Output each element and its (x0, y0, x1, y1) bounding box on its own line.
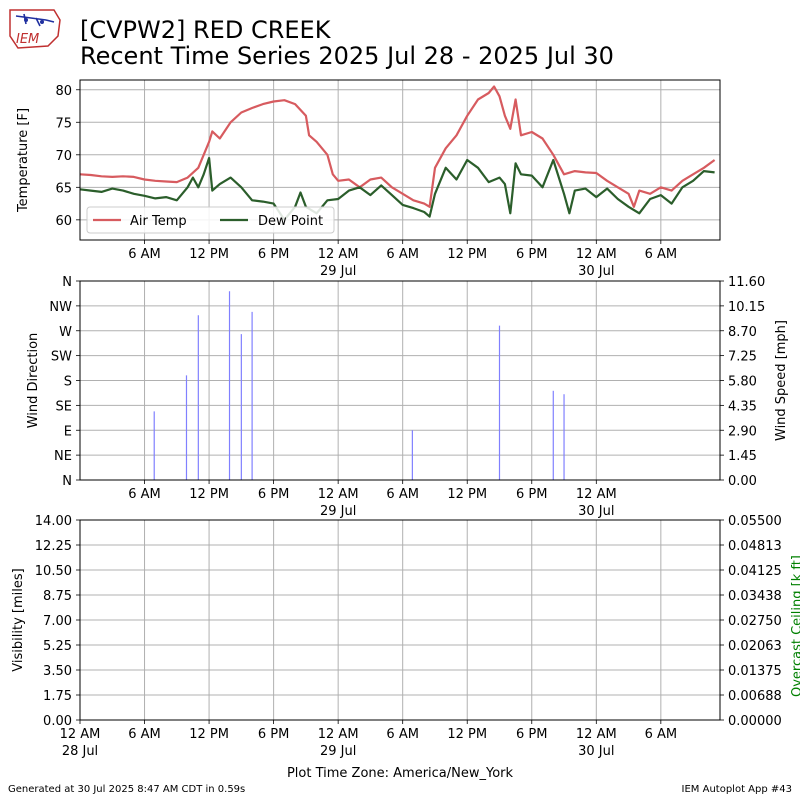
y-axis-label: Wind Direction (26, 333, 41, 429)
x-tick-label: 6 AM (128, 487, 161, 502)
x-tick-sublabel: 30 Jul (578, 264, 614, 279)
plot-frame (79, 79, 721, 241)
y-tick-label: N (62, 474, 72, 489)
y-tick-label: 14.00 (35, 514, 72, 529)
x-tick-label: 6 AM (645, 727, 678, 742)
y2-tick-label: 0.04125 (728, 564, 782, 579)
y2-tick-label: 2.90 (728, 424, 757, 439)
y-tick-label: W (59, 325, 72, 340)
x-tick-label: 12 PM (189, 727, 229, 742)
y2-tick-label: 11.60 (728, 275, 765, 290)
chart-title-station: [CVPW2] RED CREEK (80, 16, 331, 44)
y-tick-label: SE (56, 399, 72, 414)
y-tick-label: E (64, 424, 72, 439)
y-tick-label: 60 (55, 214, 72, 229)
logo-text: IEM (16, 32, 39, 47)
plot-frame (79, 519, 721, 721)
x-tick-label: 12 AM (576, 247, 617, 262)
y2-tick-label: 0.02063 (728, 639, 782, 654)
chart-title-range: Recent Time Series 2025 Jul 28 - 2025 Ju… (80, 42, 614, 70)
y-tick-label: 7.00 (43, 614, 72, 629)
y-tick-label: 70 (55, 149, 72, 164)
y2-tick-label: 5.80 (728, 375, 757, 390)
y2-tick-label: 7.25 (728, 350, 757, 365)
x-tick-sublabel: 30 Jul (578, 504, 614, 519)
y2-tick-label: 1.45 (728, 449, 757, 464)
y2-tick-label: 0.05500 (728, 514, 782, 529)
y-tick-label: 0.00 (43, 714, 72, 729)
y-tick-label: NW (49, 300, 72, 315)
x-tick-sublabel: 28 Jul (62, 744, 98, 759)
y-tick-label: 5.25 (43, 639, 72, 654)
y-axis-label: Temperature [F] (16, 108, 31, 213)
x-tick-label: 12 PM (189, 247, 229, 262)
legend-label-dew-point: Dew Point (258, 214, 323, 229)
y-tick-label: 10.50 (35, 564, 72, 579)
x-tick-label: 12 AM (576, 487, 617, 502)
x-axis-label: Plot Time Zone: America/New_York (287, 766, 514, 781)
y-tick-label: 12.25 (35, 539, 72, 554)
y2-tick-label: 8.70 (728, 325, 757, 340)
y2-tick-label: 0.00 (728, 474, 757, 489)
x-tick-label: 12 PM (447, 487, 487, 502)
y-tick-label: 1.75 (43, 689, 72, 704)
y2-tick-label: 0.00000 (728, 714, 782, 729)
x-tick-sublabel: 29 Jul (320, 744, 356, 759)
x-tick-label: 6 AM (386, 727, 419, 742)
y-tick-label: 80 (55, 84, 72, 99)
x-tick-label: 6 AM (128, 247, 161, 262)
x-tick-label: 12 AM (318, 487, 359, 502)
x-tick-label: 6 PM (258, 247, 289, 262)
y2-tick-label: 10.15 (728, 300, 765, 315)
y-tick-label: 8.75 (43, 589, 72, 604)
y-tick-label: 3.50 (43, 664, 72, 679)
x-tick-label: 6 PM (258, 727, 289, 742)
y2-tick-label: 0.00688 (728, 689, 782, 704)
x-tick-label: 6 PM (516, 247, 547, 262)
legend-label-air-temp: Air Temp (130, 214, 187, 229)
x-tick-label: 12 PM (447, 727, 487, 742)
series-line-air-temp (79, 85, 716, 208)
plot-frame (79, 280, 721, 481)
x-tick-sublabel: 30 Jul (578, 744, 614, 759)
x-tick-label: 6 PM (258, 487, 289, 502)
y-tick-label: 75 (55, 116, 72, 131)
x-tick-label: 6 AM (128, 727, 161, 742)
legend-box (86, 206, 335, 234)
x-tick-label: 6 PM (516, 487, 547, 502)
x-tick-label: 12 AM (576, 727, 617, 742)
x-tick-label: 6 AM (386, 487, 419, 502)
y2-tick-label: 0.03438 (728, 589, 782, 604)
y-tick-label: 65 (55, 181, 72, 196)
x-tick-label: 12 AM (318, 247, 359, 262)
y2-tick-label: 4.35 (728, 399, 757, 414)
y-tick-label: SW (51, 350, 72, 365)
x-tick-label: 6 AM (386, 247, 419, 262)
x-tick-label: 6 PM (516, 727, 547, 742)
y2-axis-label: Wind Speed [mph] (774, 320, 789, 441)
x-tick-label: 6 AM (645, 247, 678, 262)
x-tick-label: 12 AM (60, 727, 101, 742)
iem-logo: IEM (9, 9, 61, 49)
y2-tick-label: 0.01375 (728, 664, 782, 679)
y2-tick-label: 0.02750 (728, 614, 782, 629)
y2-axis-label: Overcast Ceiling [k ft] (790, 555, 800, 697)
y-axis-label: Visibility [miles] (11, 568, 26, 671)
x-tick-sublabel: 29 Jul (320, 264, 356, 279)
footer-generated: Generated at 30 Jul 2025 8:47 AM CDT in … (8, 784, 246, 795)
y-tick-label: S (64, 375, 72, 390)
x-tick-label: 12 PM (189, 487, 229, 502)
footer-app: IEM Autoplot App #43 (681, 784, 792, 795)
y2-tick-label: 0.04813 (728, 539, 782, 554)
series-line-dew-point (79, 156, 715, 221)
y-tick-label: NE (54, 449, 72, 464)
y-tick-label: N (62, 275, 72, 290)
x-tick-label: 12 AM (318, 727, 359, 742)
x-tick-sublabel: 29 Jul (320, 504, 356, 519)
x-tick-label: 12 PM (447, 247, 487, 262)
